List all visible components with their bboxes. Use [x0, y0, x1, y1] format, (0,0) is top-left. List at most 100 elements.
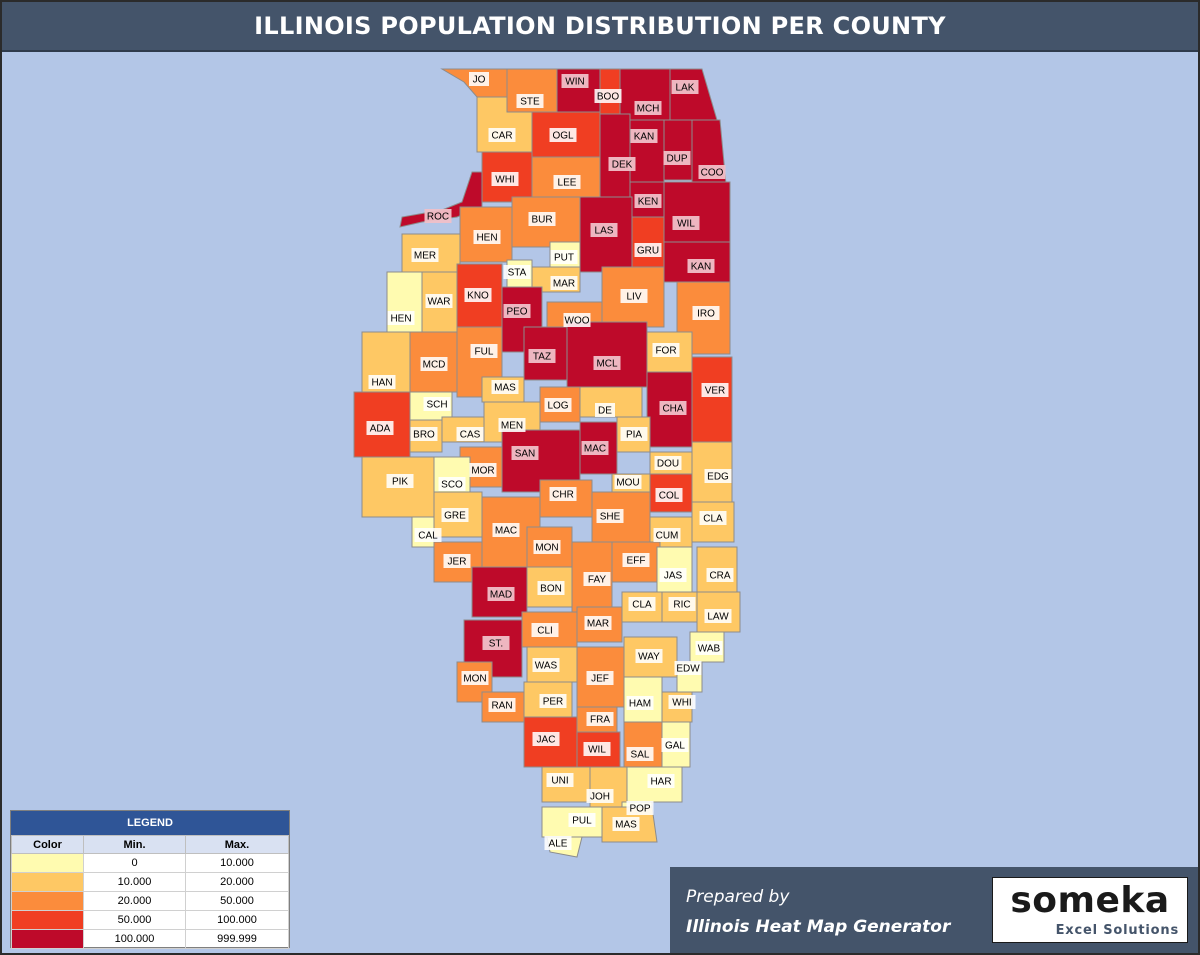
county-label: KEN	[634, 194, 662, 208]
credit-generator-name: Illinois Heat Map Generator	[686, 917, 951, 937]
county-label: SCO	[438, 477, 466, 491]
county-label-bg	[661, 738, 689, 752]
legend-swatch	[11, 910, 84, 930]
county-label: DEK	[608, 157, 636, 171]
county-label-text: WHI	[495, 175, 514, 186]
legend-row: 0 10.000	[11, 853, 289, 873]
county-label: ROC	[424, 209, 452, 223]
county-label-text: MCH	[637, 104, 660, 115]
county-label-bg	[503, 304, 531, 318]
county-label-text: MAD	[490, 590, 512, 601]
county-label-text: LIV	[626, 292, 641, 303]
county-dek[interactable]	[599, 113, 631, 198]
county-label: WAY	[635, 649, 663, 663]
legend-row: 50.000 100.000	[11, 910, 289, 930]
county-label: SHE	[596, 509, 624, 523]
county-label-bg	[634, 243, 662, 257]
legend-header-color: Color	[11, 835, 84, 854]
legend-min: 10.000	[83, 872, 186, 892]
county-label-bg	[596, 509, 624, 523]
county-label-text: KNO	[467, 291, 489, 302]
county-label-text: MAC	[495, 526, 517, 537]
county-label: ADA	[366, 421, 394, 435]
county-label-text: CHA	[662, 404, 683, 415]
county-label-bg	[410, 427, 438, 441]
county-label-text: WIN	[565, 77, 584, 88]
county-label-bg	[704, 609, 732, 623]
county-label-text: SAL	[631, 750, 650, 761]
county-label: LAK	[671, 80, 699, 94]
county-label-bg	[546, 773, 574, 787]
county-label-text: VER	[705, 386, 726, 397]
county-label-text: BUR	[531, 215, 552, 226]
county-label-text: UNI	[551, 776, 568, 787]
county-label: DE	[595, 403, 615, 417]
credit-prepared-by: Prepared by	[686, 887, 790, 907]
county-gru[interactable]	[631, 216, 665, 268]
county-label: JEF	[586, 671, 614, 685]
county-label-text: JAS	[664, 571, 683, 582]
county-label-text: MON	[535, 543, 558, 554]
county-label: FOR	[652, 343, 680, 357]
county-label-bg	[626, 747, 654, 761]
county-lak[interactable]	[669, 68, 718, 121]
county-sal[interactable]	[623, 721, 663, 771]
county-label-bg	[622, 553, 650, 567]
county-label-bg	[533, 540, 561, 554]
county-label-text: MAS	[615, 820, 637, 831]
county-label-text: ST.	[489, 639, 503, 650]
county-label-bg	[583, 742, 611, 756]
county-label: WHI	[491, 172, 519, 186]
county-label-text: WAB	[698, 644, 721, 655]
county-wil[interactable]	[663, 181, 731, 243]
county-label-bg	[663, 151, 691, 165]
county-label-bg	[544, 836, 572, 850]
county-label-bg	[420, 357, 448, 371]
county-ver[interactable]	[691, 356, 733, 443]
county-label: EDG	[704, 469, 732, 483]
county-label-text: ALE	[549, 839, 568, 850]
county-label: CHR	[549, 487, 577, 501]
county-label-bg	[620, 427, 648, 441]
county-label-bg	[704, 469, 732, 483]
county-label-text: WHI	[672, 698, 691, 709]
county-label-bg	[443, 554, 471, 568]
county-label: MOU	[614, 475, 642, 489]
county-label-text: LAW	[707, 612, 729, 623]
county-label: MAR	[550, 276, 578, 290]
county-label-text: STE	[520, 97, 540, 108]
county-label-bg	[594, 89, 622, 103]
county-label-bg	[687, 259, 715, 273]
county-label-text: DE	[598, 406, 612, 417]
county-label: WIN	[561, 74, 589, 88]
county-label-text: BRO	[413, 430, 435, 441]
county-label: BUR	[528, 212, 556, 226]
county-mcl[interactable]	[566, 321, 648, 388]
legend-swatch	[11, 929, 84, 949]
legend-max: 10.000	[185, 853, 289, 873]
county-label-text: MAC	[584, 444, 606, 455]
county-label-bg	[593, 356, 621, 370]
county-label-bg	[692, 306, 720, 320]
county-label-text: EDW	[676, 664, 700, 675]
county-label: HAR	[647, 774, 675, 788]
county-label: MOR	[469, 463, 497, 477]
county-label-text: GAL	[665, 741, 685, 752]
county-label: MAR	[584, 616, 612, 630]
county-label: WAR	[425, 294, 453, 308]
county-label: WIL	[672, 216, 700, 230]
county-label-text: CAR	[491, 131, 512, 142]
county-label: EFF	[622, 553, 650, 567]
county-label-bg	[586, 712, 614, 726]
county-label-text: CLA	[632, 600, 652, 611]
county-label-bg	[668, 695, 696, 709]
county-label-bg	[608, 157, 636, 171]
someka-logo[interactable]: someka Excel Solutions	[992, 877, 1188, 943]
county-label-bg	[563, 313, 591, 327]
county-label-bg	[424, 209, 452, 223]
county-label: CRA	[706, 568, 734, 582]
county-label-text: SAN	[515, 449, 536, 460]
county-label: RIC	[668, 597, 696, 611]
county-label-bg	[586, 671, 614, 685]
